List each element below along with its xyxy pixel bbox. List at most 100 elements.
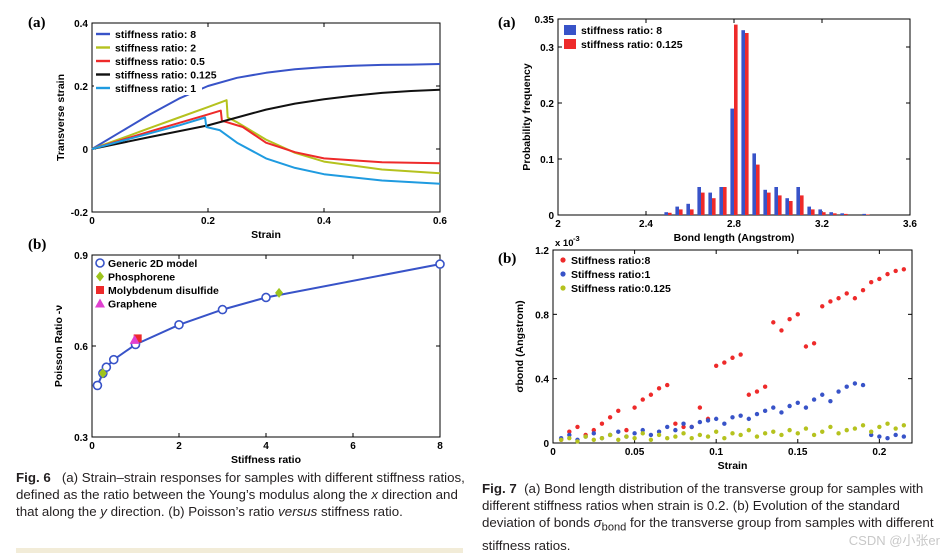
fig7b-point	[697, 432, 703, 438]
fig7a-bar	[734, 24, 738, 215]
fig7b-point	[697, 419, 703, 425]
fig7b-point	[771, 405, 776, 410]
fig7b-point	[738, 432, 743, 438]
fig6-caption-y: y	[100, 504, 107, 519]
fig7a-legend-swatch	[564, 25, 576, 35]
fig6b-point	[96, 271, 104, 282]
fig7b-y-tick-label: 0.8	[535, 310, 549, 321]
fig7a-bar	[866, 214, 870, 215]
fig6b-x-tick-label: 0	[89, 441, 95, 452]
fig7a-y-tick-label: 0	[548, 211, 554, 222]
fig7b-point	[852, 381, 858, 386]
fig6b-legend-label: Generic 2D model	[108, 258, 197, 270]
fig6b-x-tick-label: 6	[350, 441, 356, 452]
fig7b-point	[803, 405, 809, 410]
fig7b-point	[697, 405, 703, 410]
fig7a-legend-label: stiffness ratio: 8	[581, 25, 662, 37]
fig7a-x-tick-label: 2.4	[639, 219, 653, 230]
fig7b-legend-swatch	[560, 285, 566, 291]
fig7b-y-exponent-base: x 10	[555, 238, 574, 249]
fig7b-point	[689, 424, 694, 430]
fig7a-bar	[752, 153, 756, 215]
fig6a-legend-box	[94, 25, 202, 95]
fig7a-y-axis-label: Probability frequency	[521, 63, 533, 171]
fig7a-bar	[767, 192, 771, 215]
fig7a-x-tick-label: 2	[555, 219, 561, 230]
fig7b-point	[665, 435, 670, 441]
fig7b-point	[852, 296, 858, 301]
fig7b-point	[844, 427, 849, 433]
fig7b-point	[567, 435, 572, 441]
fig7b-point	[673, 427, 678, 433]
fig7b-chart: 0 0.05 0.1 0.15 0.2 0 0.4 0.8 1.2 Strain σbond (An…	[514, 234, 913, 472]
fig7b-point	[624, 427, 629, 433]
fig6b-x-tick-label: 8	[437, 441, 443, 452]
fig7b-point	[860, 288, 866, 293]
fig6-caption: Fig. 6 (a) Strain–strain responses for s…	[16, 469, 468, 520]
fig7b-point	[795, 400, 800, 405]
fig7b-point	[852, 426, 858, 431]
fig6b-point	[435, 259, 445, 269]
fig6b-point	[275, 287, 284, 298]
fig7b-point	[746, 416, 752, 422]
fig7b-point	[901, 267, 907, 272]
fig7b-point	[820, 429, 825, 434]
fig7a-bar	[686, 203, 690, 215]
fig7b-panel-label: (b)	[498, 251, 516, 267]
fig7b-point	[713, 416, 719, 422]
fig7b-point	[779, 432, 784, 438]
fig7a-x-tick-label: 2.8	[727, 219, 741, 230]
fig7a-legend-swatch	[564, 39, 576, 49]
fig7b-point	[713, 429, 719, 434]
fig7b-point	[893, 426, 898, 431]
fig7b-point	[722, 360, 727, 365]
fig7a-bar	[844, 213, 848, 215]
fig6-caption-versus: versus	[278, 504, 318, 519]
fig7a-bar	[730, 108, 734, 215]
fig7b-point	[844, 384, 849, 389]
fig7b-point	[591, 431, 596, 436]
fig6b-x-tick-label: 2	[176, 441, 182, 452]
fig6a-y-tick-label: 0	[82, 145, 88, 156]
fig7b-point	[885, 435, 890, 441]
fig7b-point	[860, 423, 866, 428]
fig6a-x-tick-label: 0	[89, 216, 95, 227]
fig7-caption-label: Fig. 7	[482, 481, 517, 496]
fig6b-plot-area	[91, 254, 441, 438]
fig7a-bar	[774, 187, 778, 215]
fig7b-point	[591, 437, 596, 442]
fig7a-x-tick-label: 3.6	[903, 219, 917, 230]
fig7b-point	[779, 410, 784, 415]
fig7b-point	[616, 437, 621, 442]
fig7-caption-sigma: σ	[593, 515, 602, 530]
fig7a-bar	[690, 209, 694, 215]
fig6b-x-tick-label: 4	[263, 441, 269, 452]
fig7b-point	[811, 432, 817, 438]
fig7b-legend-swatch	[560, 257, 566, 263]
fig7b-point	[893, 432, 898, 438]
fig6b-point	[95, 258, 105, 268]
fig7b-point	[877, 276, 882, 282]
fig7b-point	[885, 271, 890, 277]
fig6-caption-text-3: direction. (b) Poisson’s ratio	[106, 504, 279, 519]
fig6a-y-axis-label: Transverse strain	[55, 74, 67, 161]
fig7b-point	[828, 424, 833, 430]
fig7a-bar	[862, 213, 866, 215]
fig7b-x-tick-label: 0	[550, 447, 556, 458]
fig6b-legend-label: Graphene	[108, 299, 157, 311]
fig7a-bar	[719, 187, 723, 215]
fig7a-bar	[668, 212, 672, 215]
fig6a-legend-label: stiffness ratio: 2	[115, 43, 196, 55]
fig6-caption-text-1: (a) Strain–strain responses for samples …	[16, 470, 465, 502]
fig7b-point	[877, 424, 882, 430]
fig7b-point	[869, 429, 874, 434]
fig7b-point	[901, 423, 907, 428]
fig7b-point	[787, 316, 792, 322]
fig7b-point	[616, 429, 621, 434]
fig7b-point	[567, 429, 572, 434]
fig6a-y-tick-label: 0.2	[74, 82, 88, 93]
fig7a-legend-label: stiffness ratio: 0.125	[581, 39, 683, 51]
fig7b-point	[640, 427, 645, 433]
fig7a-bar	[833, 213, 837, 215]
fig6a-x-tick-label: 0.4	[317, 216, 331, 227]
